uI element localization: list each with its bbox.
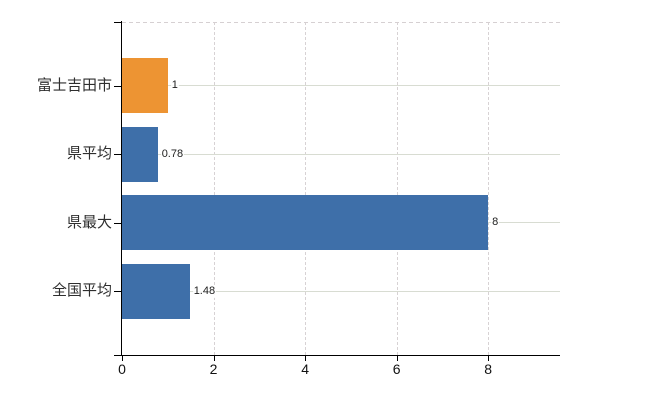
x-axis-tick bbox=[305, 356, 307, 361]
x-tick-label: 6 bbox=[392, 361, 401, 377]
x-axis-tick bbox=[396, 356, 398, 361]
x-axis-line bbox=[114, 355, 560, 356]
x-tick-label: 0 bbox=[118, 361, 126, 377]
vertical-gridline bbox=[213, 22, 215, 355]
y-axis-line bbox=[121, 21, 122, 355]
bar-row-fujiyoshidashi: 1 bbox=[122, 58, 560, 114]
bar-value-label: 0.78 bbox=[160, 147, 185, 161]
x-axis-tick bbox=[213, 356, 215, 361]
bar-row-zenkokuheikin: 1.48 bbox=[122, 263, 560, 319]
horizontal-gridline bbox=[122, 290, 560, 292]
bar-kenheikin bbox=[122, 126, 158, 182]
horizontal-gridline bbox=[122, 153, 560, 155]
vertical-gridline bbox=[396, 22, 398, 355]
category-label-fujiyoshidashi: 富士吉田市 bbox=[36, 76, 112, 94]
category-label-zenkokuheikin: 全国平均 bbox=[51, 282, 112, 300]
horizontal-gridline bbox=[122, 85, 560, 87]
vertical-gridline bbox=[488, 22, 490, 355]
y-axis-tick bbox=[114, 154, 121, 156]
x-tick-label: 4 bbox=[301, 361, 309, 377]
y-axis-tick bbox=[114, 291, 121, 293]
bar-value-label: 1 bbox=[170, 79, 179, 93]
category-label-kensaidai: 県最大 bbox=[66, 213, 112, 231]
bar-value-label: 8 bbox=[491, 216, 500, 230]
y-axis-tick bbox=[114, 22, 121, 23]
x-tick-label: 2 bbox=[209, 361, 218, 377]
bar-row-kenheikin: 0.78 bbox=[122, 126, 560, 182]
bar-zenkokuheikin bbox=[122, 263, 190, 319]
bar-row-kensaidai: 8 bbox=[122, 195, 560, 251]
vertical-gridline bbox=[305, 22, 307, 355]
bar-kensaidai bbox=[122, 195, 489, 251]
x-axis-tick bbox=[122, 356, 123, 361]
category-label-kenheikin: 県平均 bbox=[66, 145, 112, 163]
y-axis-tick bbox=[114, 85, 121, 87]
bar-fujiyoshidashi bbox=[122, 58, 168, 114]
plot-area: 1 0.78 8 1.48 bbox=[122, 22, 560, 355]
x-axis-tick bbox=[488, 356, 490, 361]
x-tick-label: 8 bbox=[484, 361, 492, 377]
plot-top-border bbox=[122, 22, 560, 23]
bar-value-label: 1.48 bbox=[192, 284, 217, 298]
y-axis-tick bbox=[114, 222, 121, 224]
